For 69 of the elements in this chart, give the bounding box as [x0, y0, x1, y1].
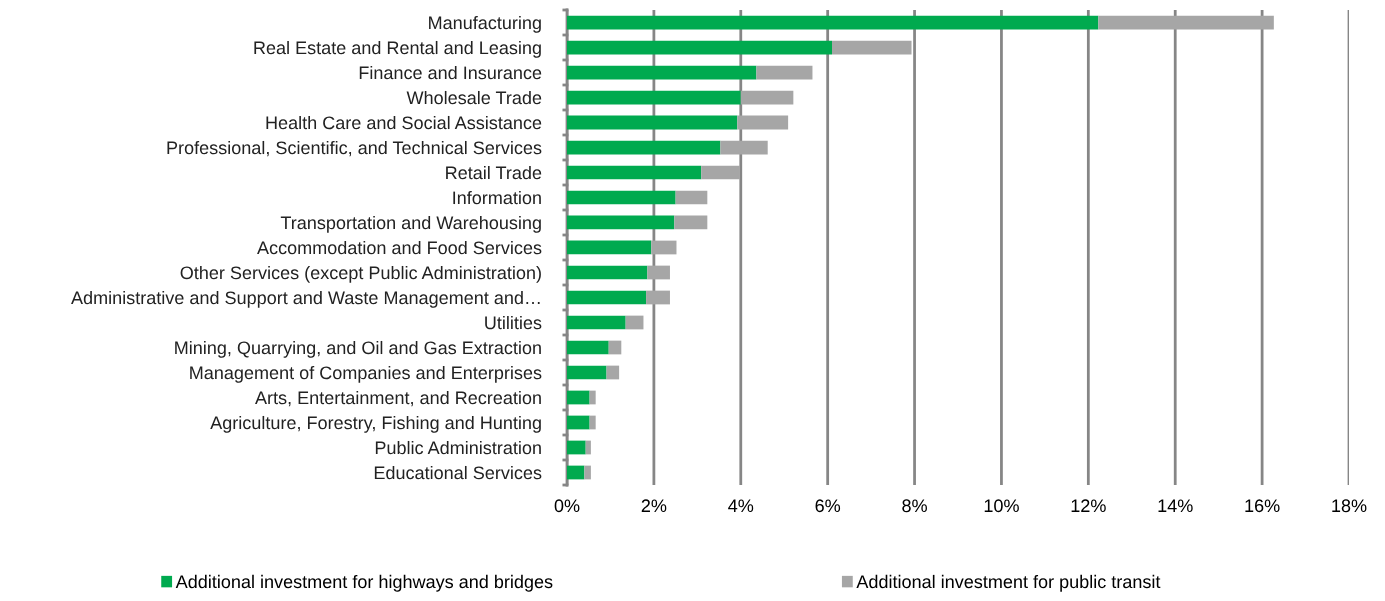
- y-tick-label: Retail Trade: [446, 165, 542, 180]
- y-tick-label: Public Administration: [375, 440, 541, 455]
- bar: [832, 40, 912, 55]
- y-tick-label: Transportation and Warehousing: [280, 215, 541, 233]
- bar: [567, 90, 741, 105]
- bar: [567, 40, 833, 55]
- bar: [720, 140, 768, 155]
- bar: [756, 65, 813, 80]
- bar: [674, 215, 708, 230]
- bar: [567, 65, 757, 80]
- y-tick-label: Finance and Insurance: [359, 65, 542, 80]
- bar: [567, 390, 590, 405]
- bar: [567, 140, 721, 155]
- legend-label: Additional investment for public transit: [856, 574, 1161, 592]
- bar: [651, 240, 677, 255]
- x-tick-label: 14%: [1158, 499, 1193, 513]
- bar: [740, 90, 794, 105]
- bar: [584, 465, 591, 480]
- bar: [1098, 15, 1274, 30]
- y-tick-label: Mining, Quarrying, and Oil and Gas Extraction: [175, 340, 541, 358]
- bar: [567, 190, 676, 205]
- x-tick-label: 12%: [1071, 499, 1106, 513]
- y-tick-label: Agriculture, Forestry, Fishing and Hunting: [210, 415, 541, 433]
- bar: [625, 315, 644, 330]
- bar: [589, 390, 596, 405]
- y-tick-label: Information: [453, 190, 541, 205]
- x-tick-label: 4%: [728, 499, 754, 513]
- bar: [646, 290, 670, 305]
- x-tick-label: 18%: [1332, 499, 1367, 513]
- x-tick-label: 2%: [641, 499, 667, 513]
- bar: [567, 315, 626, 330]
- x-tick-label: 0%: [554, 499, 580, 513]
- bar: [675, 190, 708, 205]
- bar: [589, 415, 596, 430]
- y-tick-label: Professional, Scientific, and Technical Services: [167, 140, 542, 157]
- bar: [585, 440, 591, 455]
- bar: [606, 365, 620, 380]
- y-tick-label: Management of Companies and Enterprises: [190, 365, 542, 383]
- y-tick-label: Other Services (except Public Administration): [180, 265, 541, 283]
- bar: [701, 165, 740, 180]
- bar: [567, 115, 738, 130]
- bar: [567, 365, 607, 380]
- y-tick-label: Real Estate and Rental and Leasing: [254, 40, 541, 58]
- x-tick-label: 16%: [1245, 499, 1280, 513]
- bar: [647, 265, 670, 280]
- x-tick-label: 6%: [815, 499, 841, 513]
- y-tick-label: Utilities: [485, 315, 542, 330]
- y-tick-label: Educational Services: [374, 465, 542, 480]
- y-tick-label: Arts, Entertainment, and Recreation: [255, 390, 541, 407]
- y-tick-label: Administrative and Support and Waste Management and…: [71, 290, 540, 308]
- x-tick-label: 8%: [902, 499, 927, 513]
- bar: [567, 290, 647, 305]
- bar: [567, 15, 1099, 30]
- legend-label: Additional investment for highways and bridges: [175, 574, 553, 592]
- bar: [567, 415, 590, 430]
- bar: [737, 115, 789, 130]
- bar: [567, 265, 648, 280]
- bar: [567, 240, 652, 255]
- bar: [567, 340, 609, 355]
- bar: [567, 215, 675, 230]
- y-tick-label: Accommodation and Food Services: [257, 240, 542, 255]
- x-tick-label: 10%: [984, 499, 1019, 513]
- y-tick-label: Health Care and Social Assistance: [266, 115, 542, 130]
- y-tick-label: Manufacturing: [429, 15, 541, 33]
- bar: [567, 440, 586, 455]
- bar: [608, 340, 622, 355]
- bar: [567, 165, 702, 180]
- y-tick-label: Wholesale Trade: [406, 90, 542, 105]
- bar: [567, 465, 585, 480]
